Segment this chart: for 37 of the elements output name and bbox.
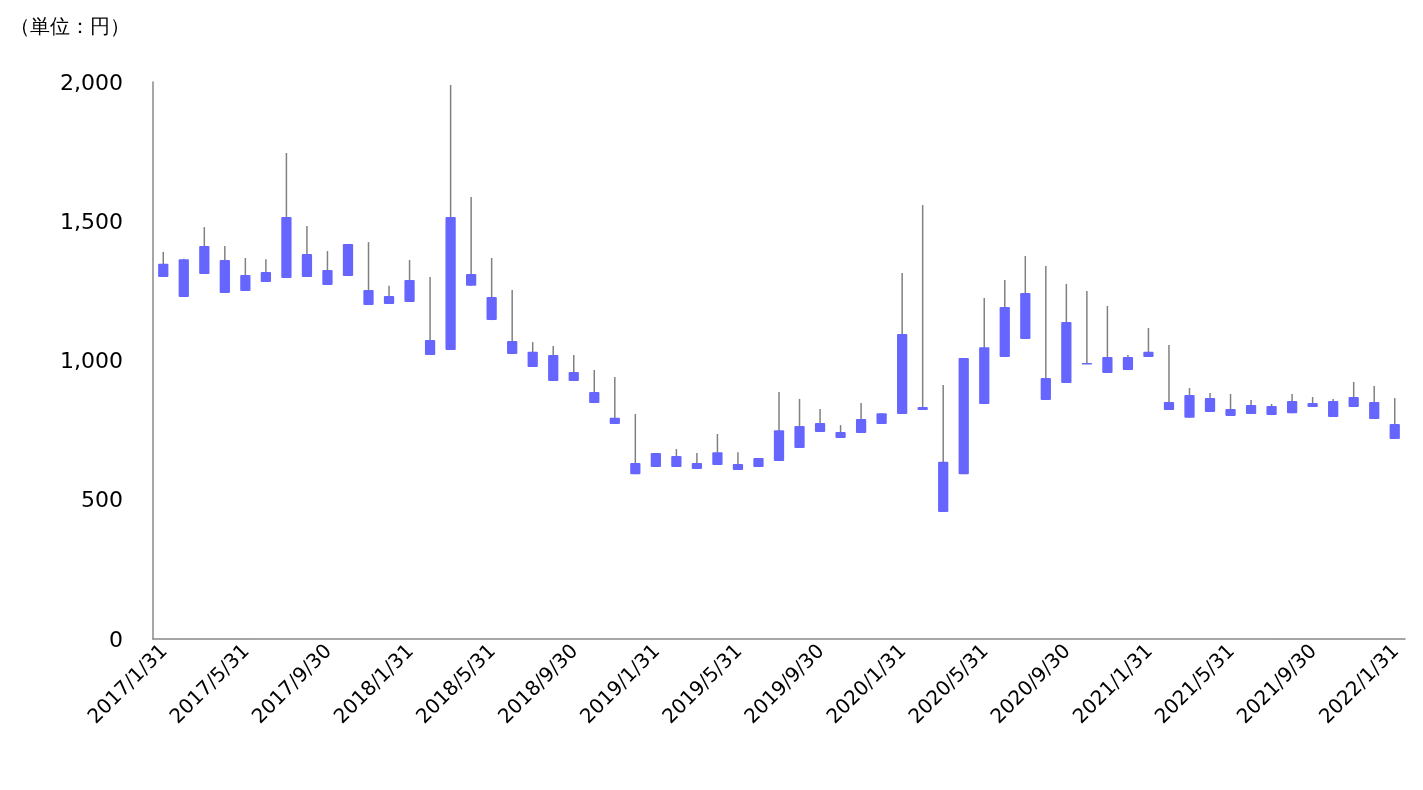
candlestick [1040, 265, 1051, 401]
candlestick [712, 433, 723, 466]
candlestick [1348, 381, 1359, 408]
candlestick [1163, 344, 1175, 411]
candlestick [404, 259, 415, 303]
candlestick [568, 354, 579, 382]
candlestick [855, 402, 867, 434]
y-tick-label: 0 [109, 626, 123, 652]
candlestick [1102, 305, 1113, 374]
candlestick [794, 398, 805, 449]
candlestick [1184, 387, 1195, 419]
candlestick [507, 289, 518, 355]
candlestick [260, 258, 272, 283]
y-tick-label: 1,500 [60, 208, 123, 234]
candlestick [240, 257, 251, 292]
candlestick [466, 196, 477, 287]
candlestick [1143, 327, 1154, 358]
candlestick [609, 376, 620, 425]
candlestick [322, 250, 333, 286]
y-axis-title: （単位：円） [10, 14, 130, 38]
y-tick-label: 500 [81, 487, 123, 513]
candlestick [630, 413, 641, 475]
candlestick [527, 341, 538, 368]
candlestick [383, 285, 395, 305]
candlestick [1081, 290, 1092, 365]
candlestick [301, 225, 313, 278]
y-tick-label: 2,000 [60, 69, 123, 95]
candlestick [917, 204, 928, 411]
candlestick [158, 251, 169, 278]
candlestick [1225, 393, 1236, 417]
candlestick [424, 276, 436, 356]
y-tick-label: 1,000 [60, 348, 123, 373]
candlestick [1369, 385, 1380, 420]
candlestick [1389, 397, 1400, 440]
candlestick [486, 257, 497, 321]
candlestick [363, 241, 374, 306]
candlestick [589, 369, 600, 404]
